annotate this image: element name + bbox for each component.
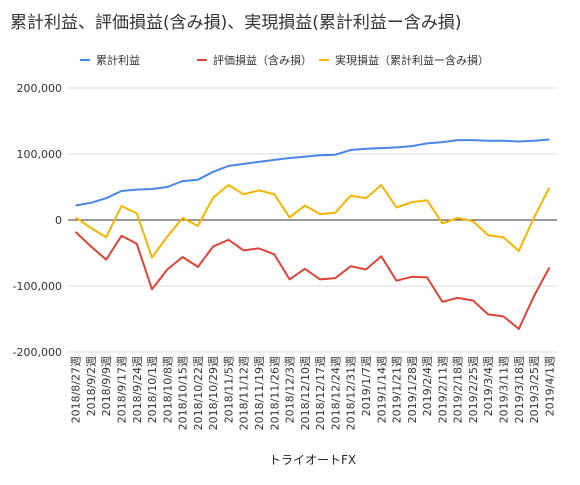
legend-label: 実現損益（累計利益ー含み損） — [335, 53, 489, 67]
y-tick-label: -100,000 — [13, 280, 62, 293]
x-axis-label: トライオートFX — [269, 453, 356, 467]
x-tick-label: 2018/11/12週 — [238, 356, 251, 430]
x-tick-label: 2019/3/18週 — [513, 356, 526, 423]
series-line-1 — [75, 138, 550, 207]
series-line-3 — [75, 184, 551, 259]
x-tick-label: 2018/10/22週 — [192, 356, 205, 430]
x-tick-label: 2018/12/24週 — [329, 356, 342, 430]
x-tick-label: 2018/9/24週 — [131, 356, 144, 423]
x-tick-label: 2018/10/29週 — [207, 356, 220, 430]
y-tick-label: 100,000 — [17, 148, 63, 161]
x-tick-label: 2019/2/11週 — [436, 356, 449, 423]
x-tick-label: 2019/1/14週 — [375, 356, 388, 423]
x-tick-label: 2018/11/5週 — [222, 356, 235, 423]
x-tick-label: 2018/12/17週 — [314, 356, 327, 430]
x-tick-label: 2019/2/4週 — [421, 356, 434, 416]
x-tick-label: 2018/12/31週 — [345, 356, 358, 430]
x-tick-label: 2018/10/8週 — [161, 356, 174, 423]
x-tick-label: 2018/11/19週 — [253, 356, 266, 430]
x-tick-label: 2018/11/26週 — [268, 356, 281, 430]
series-line-2 — [74, 231, 551, 330]
y-tick-label: 200,000 — [17, 82, 63, 95]
x-tick-label: 2018/10/1週 — [146, 356, 159, 423]
x-tick-label: 2019/2/25週 — [467, 356, 480, 423]
x-tick-label: 2019/1/7週 — [360, 356, 373, 416]
x-tick-label: 2019/3/4週 — [482, 356, 495, 416]
x-tick-label: 2018/9/2週 — [85, 356, 98, 416]
y-tick-label: 0 — [55, 214, 62, 227]
x-tick-label: 2019/1/21週 — [391, 356, 404, 423]
x-tick-label: 2019/1/28週 — [406, 356, 419, 423]
x-tick-label: 2019/3/25週 — [528, 356, 541, 423]
y-tick-label: -200,000 — [13, 346, 62, 359]
x-tick-label: 2018/12/3週 — [284, 356, 297, 423]
x-tick-label: 2019/4/1週 — [543, 356, 556, 416]
x-tick-label: 2019/3/11週 — [498, 356, 511, 423]
x-tick-label: 2019/2/18週 — [452, 356, 465, 423]
legend-label: 累計利益 — [96, 53, 140, 67]
x-tick-label: 2018/8/27週 — [70, 356, 83, 423]
x-tick-label: 2018/9/17週 — [115, 356, 128, 423]
legend-label: 評価損益（含み損） — [213, 53, 312, 67]
x-tick-label: 2018/12/10週 — [299, 356, 312, 430]
chart-title: 累計利益、評価損益(含み損)、実現損益(累計利益ー含み損) — [10, 13, 462, 33]
x-tick-label: 2018/10/15週 — [177, 356, 190, 430]
x-tick-label: 2018/9/9週 — [100, 356, 113, 416]
